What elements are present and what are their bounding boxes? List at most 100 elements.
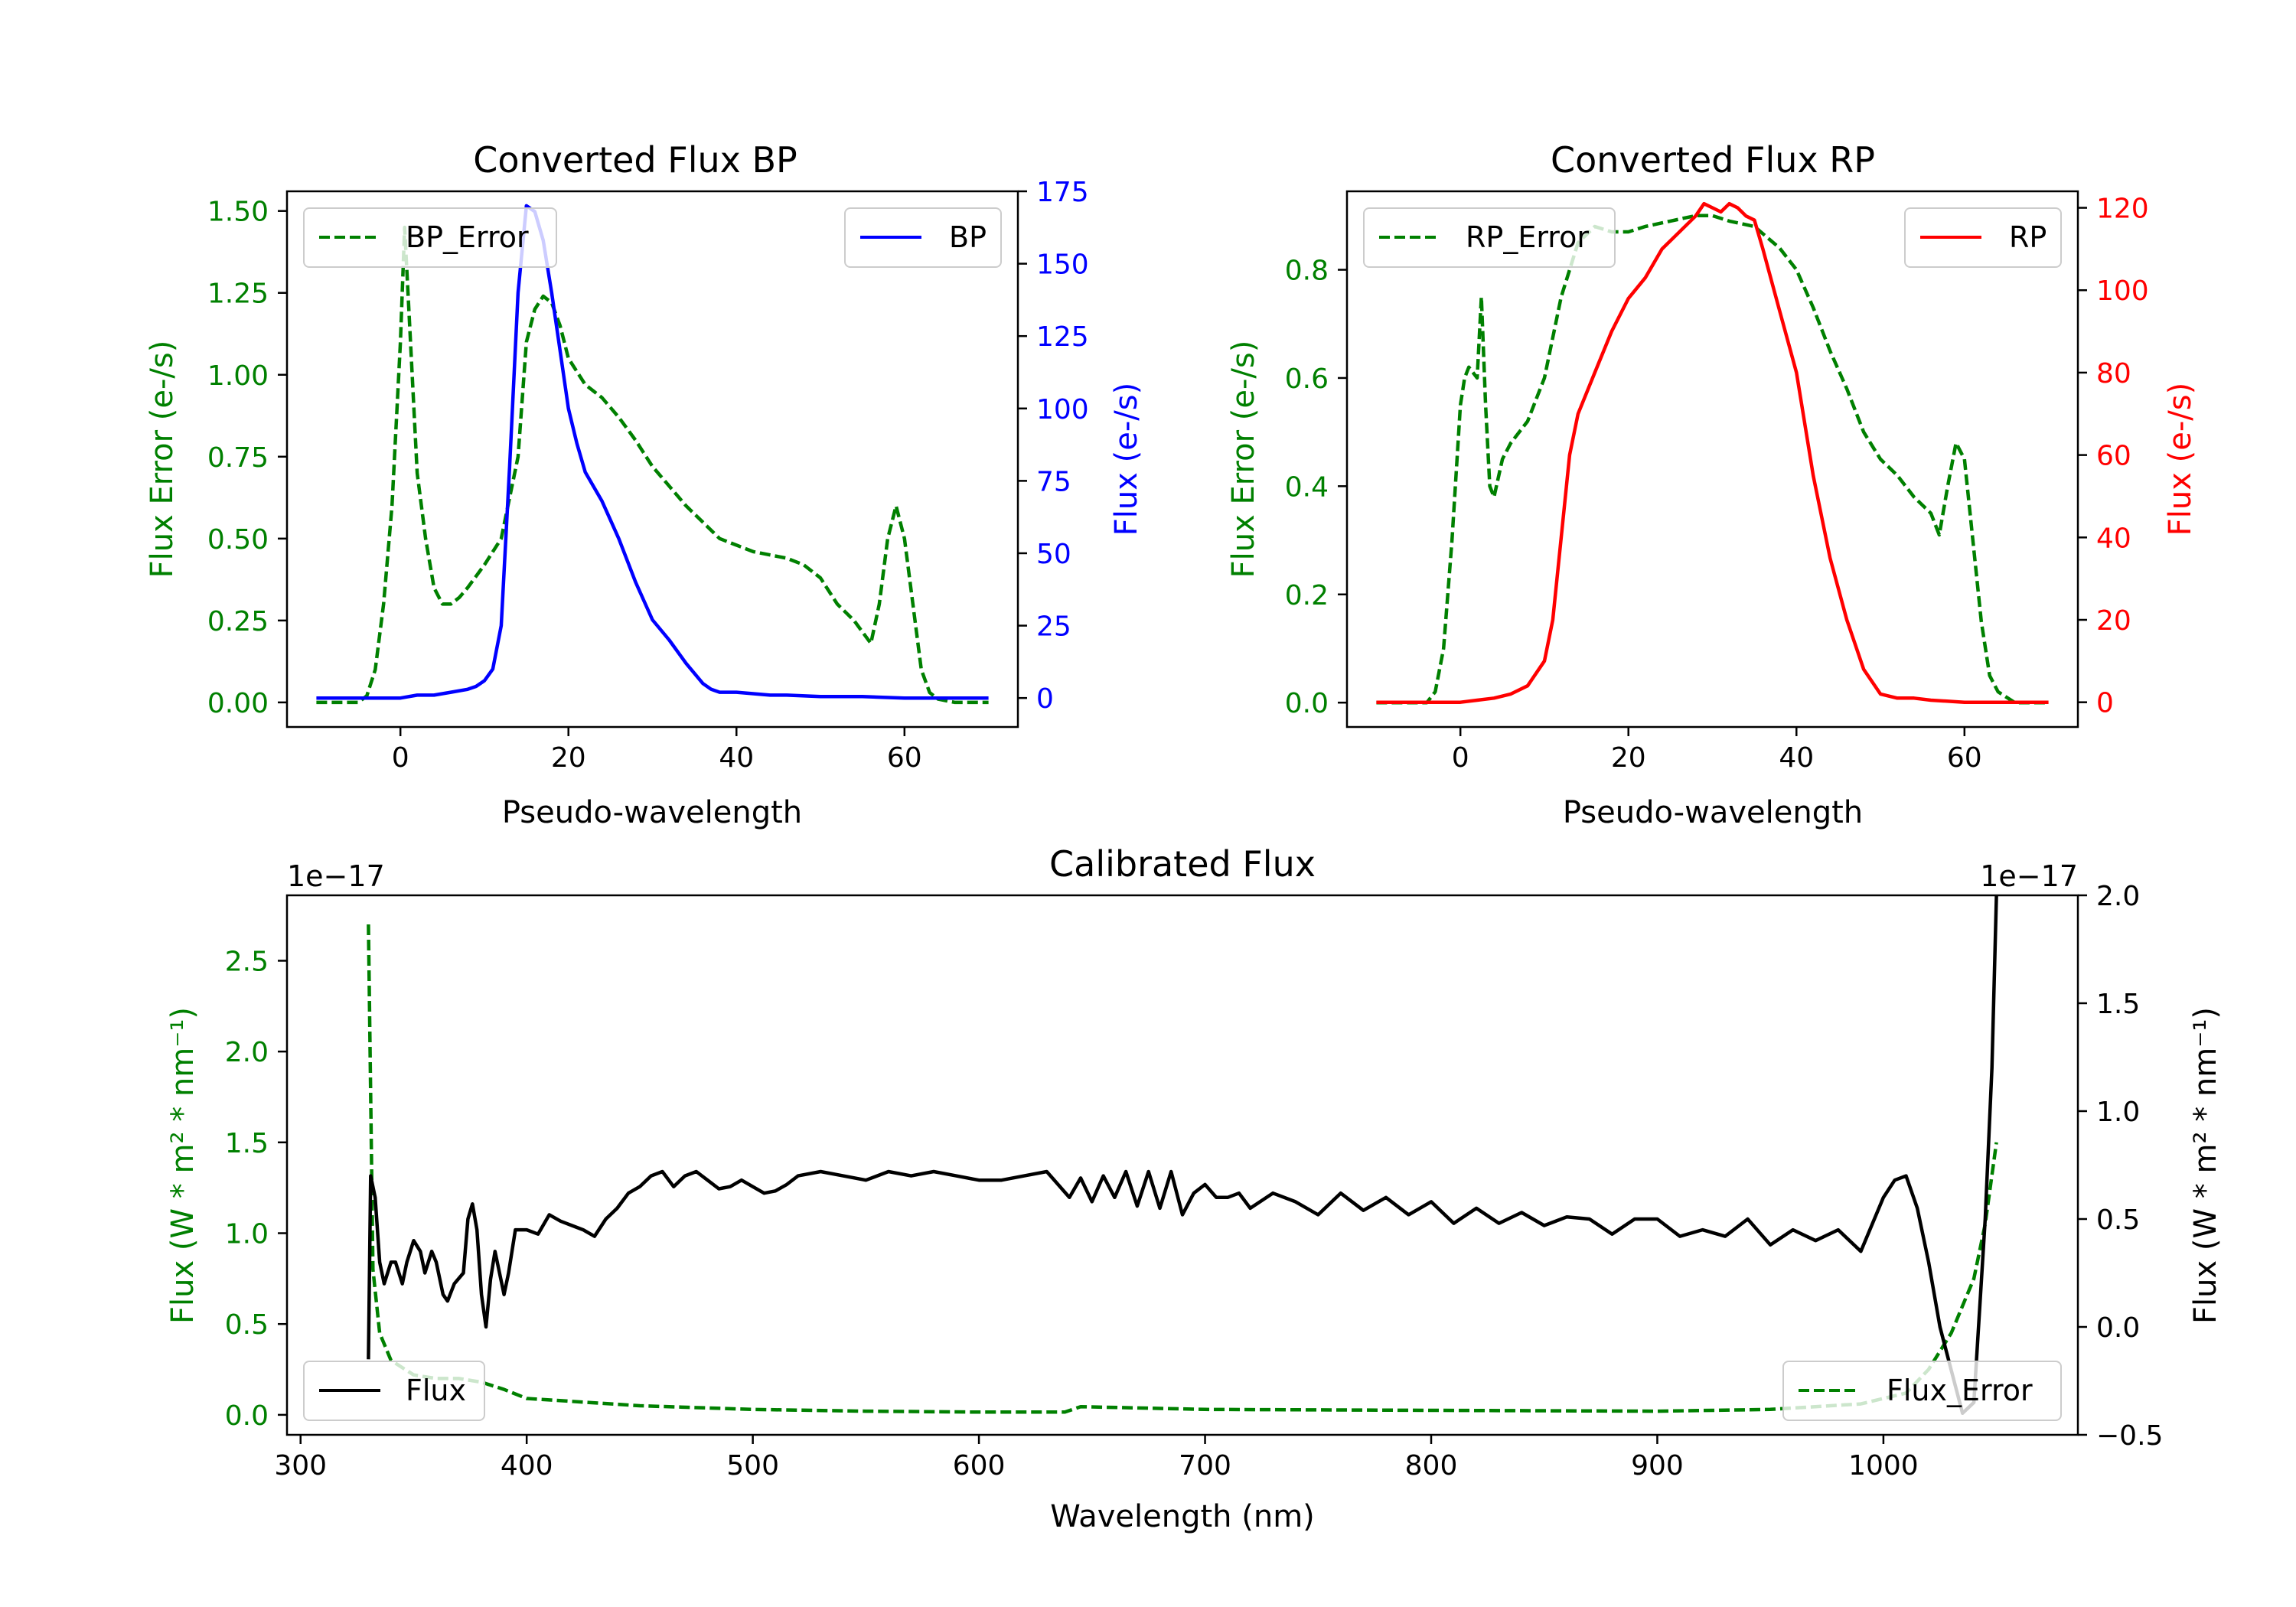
y-tick-label-left: 0.0 [225,1400,269,1432]
series-bp-line [316,204,989,700]
plot-frame [1345,190,2079,729]
y-tick-label-right: 0 [2096,688,2114,719]
y-tick-label-right: 100 [2096,275,2149,307]
legend-box [303,207,557,268]
y-axis-label-right: Flux (e-/s) [1109,383,1144,536]
y-tick-label-right: 20 [2096,605,2131,637]
y-tick-label-right: 150 [1036,249,1089,281]
y-tick-label-left: 2.5 [225,946,269,977]
legend-box [1363,207,1616,268]
y-tick-label-left: 0.50 [207,524,269,556]
y-tick-label-left: 0.5 [225,1309,269,1341]
y-tick-label-right: 2.0 [2096,881,2140,912]
plot-frame [285,190,1019,729]
legend-left: Flux [303,1361,485,1421]
series-rp-error-line [1376,214,2049,705]
x-tick-label: 900 [1631,1450,1684,1482]
y-tick-label-right: 175 [1036,177,1089,208]
chart-title: Converted Flux BP [473,139,797,181]
offset-label-right: 1e−17 [1980,859,2078,893]
legend-right: RP [1904,207,2062,268]
y-tick-label-left: 0.75 [207,442,269,474]
x-axis-label: Wavelength (nm) [1050,1499,1315,1534]
y-tick-label-left: 1.00 [207,360,269,392]
plot-frame [285,894,2079,1436]
x-tick-label: 1000 [1848,1450,1919,1482]
y-tick-label-right: 1.0 [2096,1097,2140,1128]
x-tick-label: 20 [1611,742,1646,774]
y-axis-label-right: Flux (e-/s) [2163,383,2198,536]
y-tick-label-right: 80 [2096,358,2131,390]
y-tick-label-left: 1.50 [207,197,269,228]
offset-label-left: 1e−17 [287,859,385,893]
y-tick-label-right: −0.5 [2096,1420,2163,1452]
x-tick-label: 40 [1779,742,1814,774]
y-axis-label-left: Flux (W * m² * nm⁻¹) [165,1007,201,1324]
y-tick-label-right: 1.5 [2096,989,2140,1020]
x-tick-label: 800 [1405,1450,1458,1482]
x-tick-label: 0 [1452,742,1469,774]
legend-right: Flux_Error [1782,1361,2062,1421]
series-flux-line [367,895,1998,1416]
series-rp-line [1376,201,2049,704]
legend-left: RP_Error [1363,207,1616,268]
legend-label-bp-error: BP_Error [406,220,529,254]
chart-title: Calibrated Flux [1049,843,1316,885]
panel-converted-flux-bp: Converted Flux BP 0 20 40 60 0.00 0.25 0.50 0.… [145,139,1144,830]
x-tick-label: 40 [719,742,754,774]
panel-converted-flux-rp: Converted Flux RP 0 20 40 60 0.0 0.2 0.4 0.6 0.… [1226,139,2198,830]
x-tick-label: 20 [551,742,586,774]
x-tick-label: 60 [1947,742,1982,774]
x-tick-label: 600 [953,1450,1006,1482]
y-tick-label-right: 60 [2096,441,2131,472]
y-axis-label-right: Flux (W * m² * nm⁻¹) [2188,1007,2223,1324]
legend-label-flux: Flux [406,1374,466,1407]
legend-label-rp: RP [2009,220,2047,254]
y-tick-label-left: 0.6 [1285,363,1329,395]
legend-box [844,207,1002,268]
chart-title: Converted Flux RP [1551,139,1875,181]
y-tick-label-right: 75 [1036,466,1071,497]
x-axis-label: Pseudo-wavelength [502,795,802,830]
y-tick-label-right: 0.0 [2096,1312,2140,1344]
y-tick-label-left: 0.2 [1285,580,1329,611]
y-tick-label-left: 0.8 [1285,256,1329,287]
y-tick-label-left: 0.0 [1285,688,1329,719]
legend-label-rp-error: RP_Error [1466,220,1589,254]
legend-box [1782,1361,2062,1421]
y-tick-label-right: 100 [1036,394,1089,425]
series-flux-error-line [367,924,1998,1414]
legend-box [1904,207,2062,268]
y-tick-label-right: 25 [1036,611,1071,643]
x-tick-label: 400 [501,1450,553,1482]
y-tick-label-right: 0.5 [2096,1204,2140,1236]
y-tick-label-right: 40 [2096,523,2131,554]
y-tick-label-right: 120 [2096,194,2149,225]
y-tick-label-left: 0.00 [207,688,269,719]
series-bp-error-line [316,225,989,705]
x-tick-label: 0 [392,742,409,774]
legend-box [303,1361,485,1421]
x-tick-label: 60 [887,742,922,774]
y-axis-label-left: Flux Error (e-/s) [145,341,180,579]
x-axis-label: Pseudo-wavelength [1563,795,1863,830]
legend-left: BP_Error [303,207,557,268]
legend-right: BP [844,207,1002,268]
x-tick-label: 500 [726,1450,779,1482]
y-tick-label-left: 1.5 [225,1128,269,1159]
y-tick-label-right: 50 [1036,539,1071,570]
x-tick-label: 700 [1179,1450,1231,1482]
y-tick-label-left: 0.25 [207,606,269,637]
legend-label-bp: BP [949,220,987,254]
y-tick-label-left: 1.0 [225,1219,269,1250]
y-axis-label-left: Flux Error (e-/s) [1226,341,1261,579]
y-tick-label-left: 0.4 [1285,471,1329,503]
y-tick-label-right: 125 [1036,321,1089,353]
y-tick-label-left: 1.25 [207,279,269,310]
panel-calibrated-flux: Calibrated Flux 1e−17 1e−17 300 400 500 600… [165,843,2223,1534]
legend-label-flux-error: Flux_Error [1887,1374,2033,1407]
y-tick-label-right: 0 [1036,683,1054,715]
y-tick-label-left: 2.0 [225,1037,269,1068]
x-tick-label: 300 [274,1450,327,1482]
